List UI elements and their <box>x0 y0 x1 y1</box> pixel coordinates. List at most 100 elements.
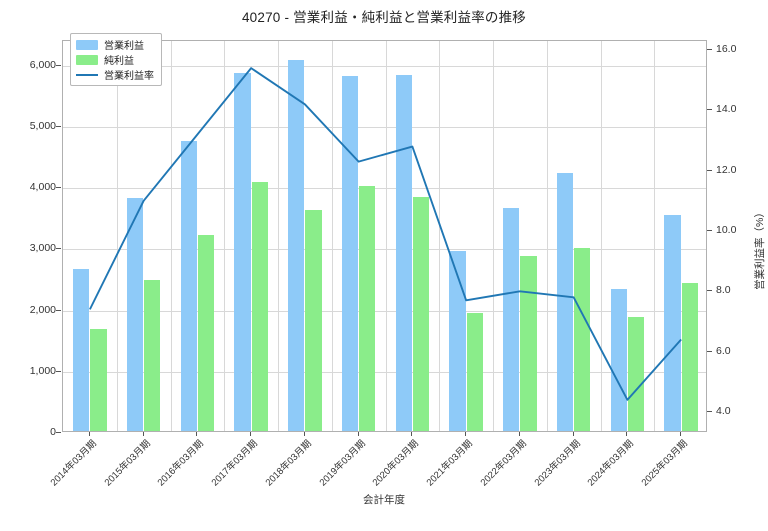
bar-operating-profit <box>610 288 627 431</box>
bar-net-profit <box>681 283 698 431</box>
bar-net-profit <box>90 328 107 431</box>
gridline-vertical <box>116 41 118 431</box>
x-axis-tick-mark <box>250 432 252 436</box>
y-axis-left-tick-label: 3,000 <box>29 242 56 255</box>
x-axis-tick-mark <box>88 432 90 436</box>
bar-net-profit <box>627 317 645 431</box>
bar-group <box>171 41 225 431</box>
bar-net-profit <box>412 197 430 431</box>
y-axis-left-tick-label: 5,000 <box>29 119 56 132</box>
bar-operating-profit <box>395 75 412 431</box>
x-axis-tick-mark <box>142 432 144 436</box>
y-axis-right-tick-label: 12.0 <box>716 163 737 176</box>
y-axis-right-tick-mark <box>707 49 712 51</box>
y-axis-right-tick-mark <box>707 410 712 412</box>
x-axis-tick-mark <box>572 432 574 436</box>
bar-net-profit <box>251 182 268 431</box>
x-axis-tick-mark <box>518 432 520 436</box>
y-axis-right-tick-label: 8.0 <box>716 284 731 297</box>
y-axis-left-tick-mark <box>56 64 61 66</box>
y-axis-right-label: 営業利益率（%） <box>754 207 766 290</box>
bar-series-container <box>63 41 706 431</box>
x-axis-tick-label: 2019年03月期 <box>317 438 368 489</box>
legend-label-net-profit: 純利益 <box>104 56 134 67</box>
gridline-vertical <box>170 41 172 431</box>
bar-operating-profit <box>126 198 144 431</box>
bar-operating-profit <box>449 250 466 431</box>
y-axis-right-tick-mark <box>707 169 712 171</box>
bar-group <box>117 41 171 431</box>
legend-line-operating-margin <box>76 73 98 76</box>
y-axis-left-tick-mark <box>56 187 61 188</box>
x-axis-tick-mark <box>196 432 198 436</box>
legend-item-operating-margin: 営業利益率 <box>76 68 154 82</box>
gridline-horizontal <box>63 126 706 128</box>
gridline-vertical <box>385 41 387 431</box>
bar-net-profit <box>305 209 322 431</box>
y-axis-left-tick-mark <box>56 248 61 250</box>
x-axis-tick-label: 2014年03月期 <box>48 438 99 489</box>
x-axis-tick-label: 2021年03月期 <box>424 438 476 489</box>
gridline-vertical <box>654 41 656 431</box>
bar-group <box>63 41 117 431</box>
bar-net-profit <box>359 186 376 431</box>
bar-group <box>601 41 655 431</box>
x-axis-tick-label: 2024年03月期 <box>585 438 637 489</box>
line-series-営業利益率 <box>89 67 682 401</box>
y-axis-right-tick-label: 14.0 <box>716 103 737 116</box>
gridline-horizontal <box>63 188 706 189</box>
bar-net-profit <box>144 280 161 431</box>
chart-title: 40270 - 営業利益・純利益と営業利益率の推移 <box>241 10 527 25</box>
gridline-horizontal <box>63 65 706 67</box>
legend-item-operating-profit: 営業利益 <box>76 38 154 52</box>
y-axis-right-tick-label: 4.0 <box>716 404 731 417</box>
bar-operating-profit <box>503 208 520 431</box>
x-axis-tick-label: 2017年03月期 <box>209 438 261 489</box>
chart-root: 40270 - 営業利益・純利益と営業利益率の推移 0 1,000 2,000 3,0… <box>29 10 766 506</box>
gridline-vertical <box>224 41 226 431</box>
y-axis-right-tick-mark <box>707 229 712 231</box>
y-axis-left-tick-mark <box>56 309 61 311</box>
y-axis-left-tick-mark <box>56 125 61 127</box>
legend-swatch-net-profit <box>76 54 98 65</box>
gridline-vertical <box>546 41 548 431</box>
x-axis-tick-label: 2015年03月期 <box>102 438 153 489</box>
x-axis-tick-mark <box>465 432 467 436</box>
x-axis-tick-mark <box>411 432 413 436</box>
bar-operating-profit <box>556 172 574 431</box>
y-axis-right-tick-label: 10.0 <box>716 223 737 236</box>
gridline-horizontal <box>63 371 706 373</box>
gridline-horizontal <box>63 249 706 251</box>
legend-item-net-profit: 純利益 <box>76 53 154 67</box>
gridline-vertical <box>331 41 333 431</box>
gridline-vertical <box>600 41 602 431</box>
bar-net-profit <box>197 235 215 431</box>
y-axis-right-tick-mark <box>707 350 712 352</box>
y-axis-left-tick-label: 0 <box>50 426 56 438</box>
plot-area <box>62 40 707 432</box>
bar-operating-profit <box>341 75 359 431</box>
line-path-operating-margin <box>89 67 682 401</box>
gridline-horizontal <box>63 310 706 312</box>
x-axis-tick-label: 2022年03月期 <box>478 438 529 489</box>
legend: 営業利益 純利益 営業利益率 <box>70 33 162 86</box>
legend-label-operating-margin: 営業利益率 <box>104 71 154 82</box>
y-axis-left-tick-label: 1,000 <box>29 364 56 377</box>
bar-group <box>332 41 386 431</box>
y-axis-left-tick-label: 2,000 <box>29 303 56 316</box>
y-axis-right-tick-mark <box>707 290 712 292</box>
y-axis-left-tick-label: 6,000 <box>29 58 56 71</box>
x-axis-tick-mark <box>303 432 305 436</box>
x-axis-tick-mark <box>626 432 628 436</box>
x-axis-label: 会計年度 <box>363 494 405 506</box>
y-axis-right-tick-mark <box>707 109 712 111</box>
bar-group <box>654 41 708 431</box>
x-axis-tick-label: 2018年03月期 <box>263 438 314 489</box>
gridline-vertical <box>493 41 494 431</box>
y-axis-left-tick-label: 4,000 <box>29 181 56 193</box>
y-axis-left-tick-mark <box>56 432 61 433</box>
bar-operating-profit <box>664 215 681 431</box>
bar-net-profit <box>574 247 591 431</box>
bar-net-profit <box>466 313 483 431</box>
bar-operating-profit <box>180 141 197 431</box>
